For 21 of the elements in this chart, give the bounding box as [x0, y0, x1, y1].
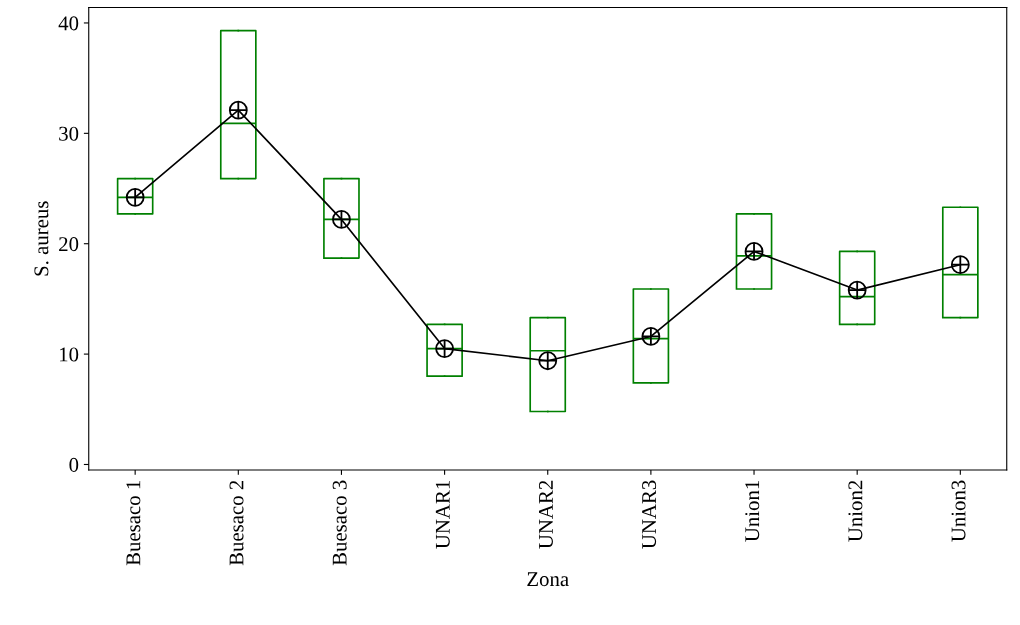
x-tick-label: UNAR2	[538, 480, 553, 549]
y-tick-label: 30	[59, 126, 79, 141]
x-tick-label: Union2	[848, 480, 863, 542]
point	[950, 255, 970, 275]
x-tick-label: Buesaco 3	[332, 480, 347, 566]
x-axis-title: Zona	[527, 572, 569, 587]
point	[332, 210, 351, 229]
y-axis-title: S. aureus	[34, 201, 49, 276]
y-tick-label: 10	[60, 347, 79, 362]
point	[228, 100, 248, 120]
x-tick-label: UNAR3	[642, 480, 657, 549]
point	[538, 351, 558, 371]
x-tick-label: Buesaco 1	[126, 480, 141, 566]
x-tick-label: Union3	[951, 480, 966, 542]
y-tick-label: 0	[69, 457, 79, 472]
x-tick-label: Union1	[745, 480, 760, 542]
y-tick-label: 20	[59, 237, 79, 252]
point	[641, 327, 661, 346]
x-tick-label: UNAR1	[435, 480, 450, 549]
y-tick-label: 40	[58, 16, 79, 31]
x-tick-label: Buesaco 2	[229, 480, 244, 566]
